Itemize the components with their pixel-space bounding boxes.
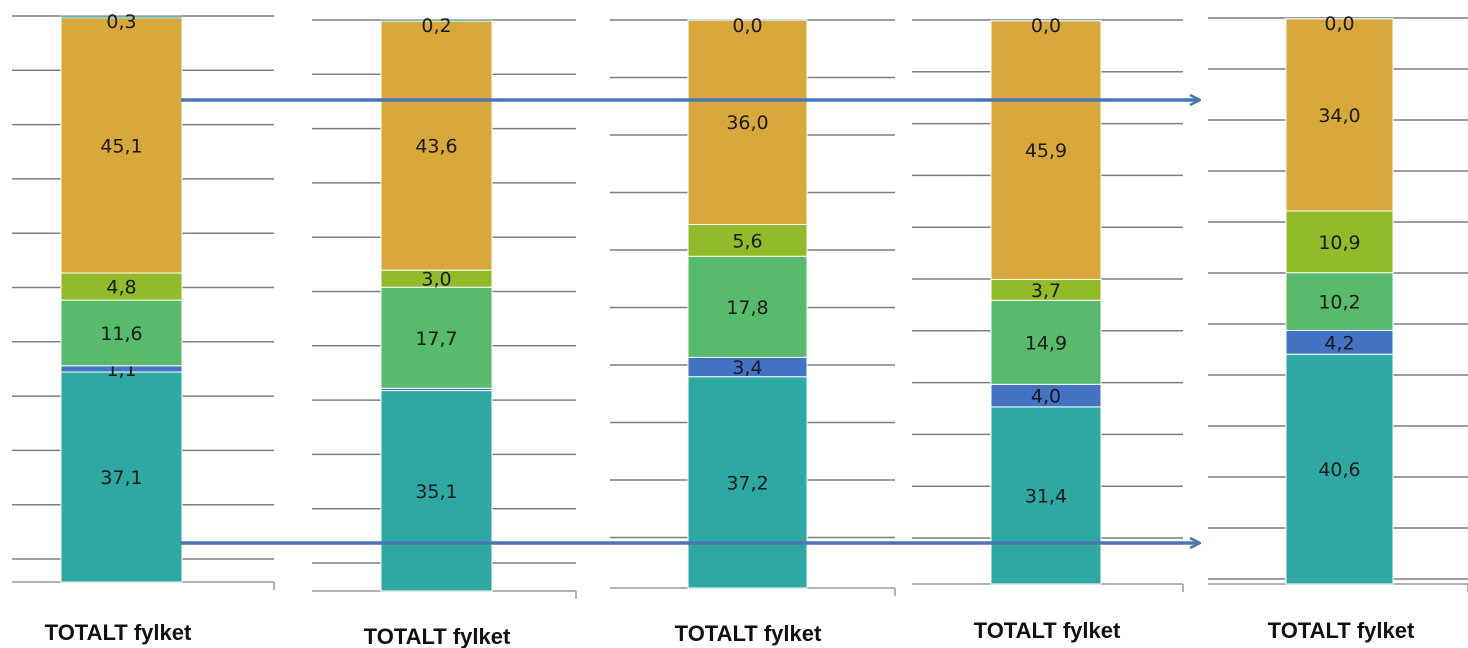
data-label: 37,1: [100, 467, 142, 489]
bar-segment: [60, 17, 183, 274]
data-label: 11,6: [100, 323, 142, 345]
data-label: 43,6: [415, 136, 457, 158]
data-label: 0,3: [106, 11, 136, 33]
data-label: 5,6: [732, 230, 762, 252]
bar-segment: [687, 255, 808, 358]
data-label: 40,6: [1318, 459, 1360, 481]
data-label: 45,1: [100, 135, 142, 157]
bar-segment: [60, 371, 183, 583]
bar-segment: [1285, 18, 1394, 20]
bar-segment: [1285, 353, 1394, 585]
data-label: 17,8: [726, 297, 768, 319]
bar-segment: [380, 19, 493, 22]
category-label: TOTALT fylket: [45, 620, 192, 645]
bar-segment: [1285, 210, 1394, 274]
data-label: 0,0: [732, 15, 762, 37]
bar-segment: [380, 286, 493, 389]
bar-segment: [687, 19, 808, 21]
data-label: 4,0: [1031, 386, 1061, 408]
category-label: TOTALT fylket: [1268, 618, 1415, 643]
data-label: 31,4: [1025, 485, 1067, 507]
bar-segment: [990, 20, 1102, 22]
data-label: 35,1: [415, 481, 457, 503]
data-label: 10,2: [1318, 292, 1360, 314]
bar-segment: [990, 20, 1102, 280]
data-label: 3,7: [1031, 280, 1061, 302]
data-label: 0,0: [1324, 13, 1354, 35]
bar-segment: [380, 20, 493, 271]
bar-segment: [687, 223, 808, 257]
data-label: 0,0: [1031, 15, 1061, 37]
data-label: 3,4: [732, 357, 762, 379]
category-label: TOTALT fylket: [974, 618, 1121, 643]
bar-segment: [990, 406, 1102, 585]
data-label: 36,0: [726, 112, 768, 134]
data-label: 4,8: [106, 277, 136, 299]
chart-panel-5: 40,6 4,2 10,2 10,9 34,0 0,0 TOTALT fylket: [1208, 13, 1468, 643]
bar-segment: [380, 390, 493, 592]
data-label: 14,9: [1025, 332, 1067, 354]
bar-segment: [687, 376, 808, 589]
data-label: 34,0: [1318, 105, 1360, 127]
chart-panel-3: 37,2 3,4 17,8 5,6 36,0 0,0 TOTALT fylket: [610, 15, 896, 646]
data-label: 0,2: [421, 15, 451, 37]
data-label: 37,2: [726, 472, 768, 494]
data-label: 10,9: [1318, 232, 1360, 254]
bar-segment: [1285, 272, 1394, 331]
chart-panel-4: 31,4 4,0 14,9 3,7 45,9 0,0 TOTALT fylket: [912, 15, 1184, 643]
bar-segment: [60, 15, 183, 18]
data-label: 45,9: [1025, 140, 1067, 162]
category-label: TOTALT fylket: [675, 621, 822, 646]
data-label: 3,0: [421, 269, 451, 291]
bar-segment: [1285, 18, 1394, 212]
bar-segment: [990, 299, 1102, 385]
data-label: 17,7: [415, 328, 457, 350]
data-label: 4,2: [1324, 332, 1354, 354]
category-label: TOTALT fylket: [364, 624, 511, 648]
bar-segment: [687, 19, 808, 225]
